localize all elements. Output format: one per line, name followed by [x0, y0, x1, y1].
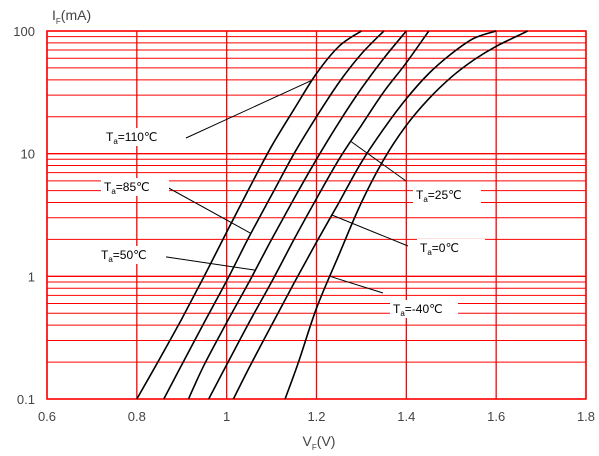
series-line-50	[187, 30, 407, 400]
annotation-label: Ta=110℃	[106, 130, 157, 146]
x-axis-title-main: V	[303, 433, 313, 449]
y-axis-title: IF(mA)	[52, 7, 91, 26]
annotation-label: Ta=0℃	[420, 241, 459, 257]
annotation-leader	[331, 214, 409, 247]
x-tick-label: 1.6	[487, 409, 505, 424]
major-gridlines	[46, 30, 587, 400]
annotation-label: Ta=25℃	[416, 188, 462, 204]
annotation-label: Ta=-40℃	[393, 302, 443, 318]
annotation-bg	[390, 300, 458, 318]
y-tick-label: 10	[21, 147, 35, 162]
annotation-bg	[101, 178, 169, 196]
series-lines	[136, 30, 528, 400]
y-tick-label: 0.1	[17, 392, 35, 407]
x-tick-labels: 0.6 0.8 1 1.2 1.4 1.6 1.8	[38, 409, 595, 424]
annotation-label: Ta=85℃	[104, 180, 150, 196]
y-tick-label: 100	[13, 24, 35, 39]
annotation-label: Ta=50℃	[101, 248, 147, 264]
y-tick-label: 1	[28, 269, 35, 284]
y-axis-title-unit: (mA)	[61, 7, 91, 23]
series-line-0	[232, 30, 497, 400]
x-axis-title-sub: F	[312, 443, 317, 452]
series-line-85	[163, 30, 385, 400]
y-axis-title-main: I	[52, 7, 56, 23]
x-axis-title-unit: (V)	[317, 433, 336, 449]
annotation-bg	[413, 186, 481, 204]
y-tick-labels: 0.1 1 10 100	[13, 24, 35, 407]
x-tick-label: 0.8	[128, 409, 146, 424]
x-tick-label: 1	[223, 409, 230, 424]
x-axis-title: VF(V)	[303, 433, 336, 452]
x-tick-label: 1.4	[397, 409, 415, 424]
x-tick-label: 1.8	[577, 409, 595, 424]
annotation-leader	[350, 140, 407, 182]
x-tick-label: 1.2	[307, 409, 325, 424]
annotation-bg	[103, 128, 171, 146]
annotation-bg	[417, 239, 485, 257]
x-tick-label: 0.6	[38, 409, 56, 424]
series-line-25	[207, 30, 430, 400]
annotation-leader	[185, 79, 313, 139]
series-line--40	[284, 30, 528, 400]
series-annotations: Ta=110℃ Ta=85℃ Ta=50℃ Ta=25℃ Ta=0℃ Ta=-40℃	[98, 79, 485, 318]
y-axis-title-sub: F	[56, 17, 61, 26]
plot-frame	[46, 30, 587, 400]
annotation-bg	[98, 246, 166, 264]
series-line-110	[136, 30, 362, 400]
annotation-leader	[159, 255, 256, 271]
annotation-leader	[329, 275, 384, 294]
annotation-leader	[164, 185, 252, 234]
